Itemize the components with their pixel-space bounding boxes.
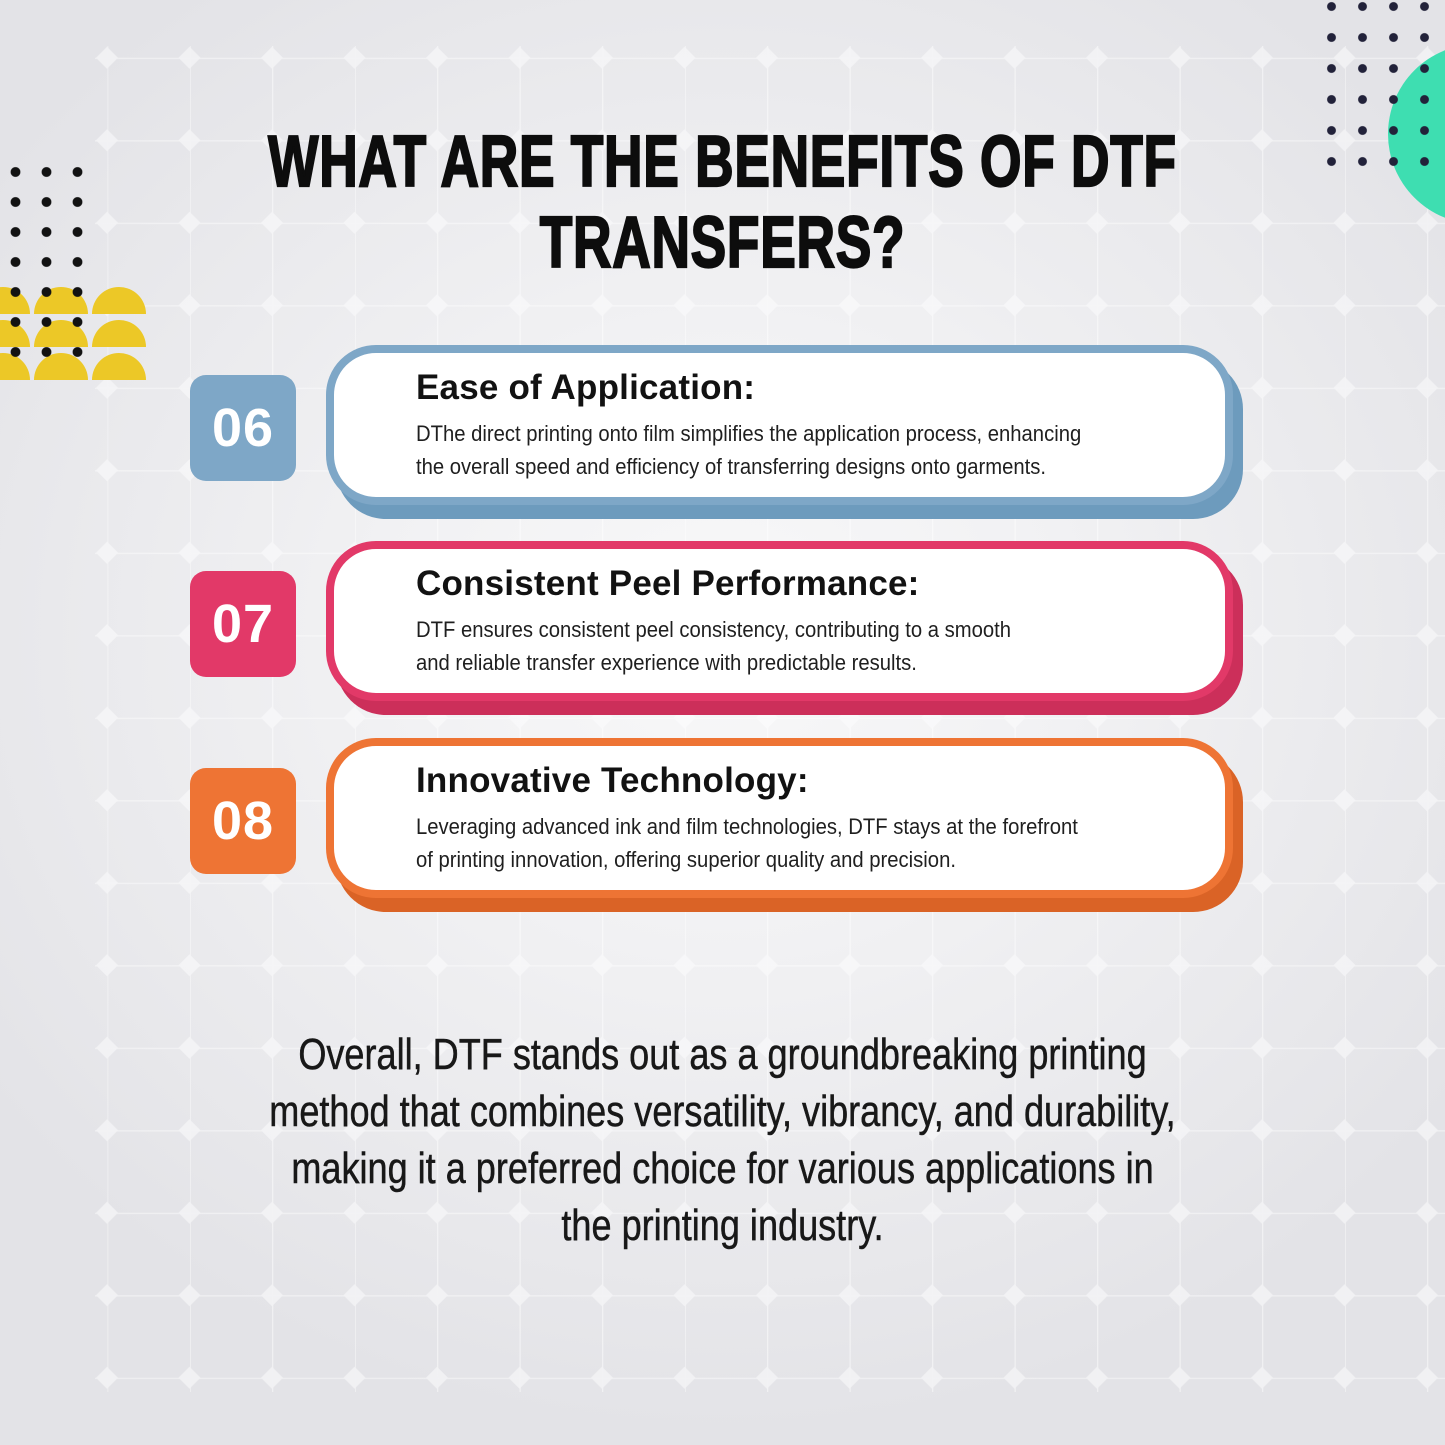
- card-body-line: the overall speed and efficiency of tran…: [416, 453, 1046, 479]
- card-heading: Consistent Peel Performance:: [416, 563, 920, 603]
- summary-paragraph: Overall, DTF stands out as a groundbreak…: [130, 1026, 1315, 1254]
- semicircle: [92, 353, 146, 380]
- card-body-line: DThe direct printing onto film simplifie…: [416, 420, 1082, 446]
- page-title: WHAT ARE THE BENEFITS OF DTF TRANSFERS?: [188, 121, 1257, 284]
- card-heading: Ease of Application:: [416, 367, 756, 407]
- navy-dot-grid-decoration: [1316, 0, 1440, 178]
- card-number: 07: [211, 594, 275, 654]
- black-dot-grid-decoration: [0, 157, 93, 369]
- benefit-row-06: 06 Ease of Application: DThe direct prin…: [190, 345, 1233, 505]
- summary-line: the printing industry.: [561, 1201, 884, 1251]
- card-body-line: and reliable transfer experience with pr…: [416, 649, 917, 675]
- card-number-badge: 07: [190, 571, 296, 677]
- card-body-line: Leveraging advanced ink and film technol…: [416, 813, 1078, 839]
- benefit-row-08: 08 Innovative Technology: Leveraging adv…: [190, 738, 1233, 898]
- summary-line: making it a preferred choice for various…: [291, 1144, 1154, 1194]
- card-body: DThe direct printing onto film simplifie…: [416, 417, 1117, 483]
- summary-line: method that combines versatility, vibran…: [269, 1087, 1176, 1137]
- card-body: DTF ensures consistent peel consistency,…: [416, 613, 1117, 679]
- card-number: 08: [211, 791, 275, 851]
- semicircle: [92, 287, 146, 314]
- benefit-row-07: 07 Consistent Peel Performance: DTF ensu…: [190, 541, 1233, 701]
- benefit-card: Innovative Technology: Leveraging advanc…: [326, 738, 1233, 898]
- card-number-badge: 06: [190, 375, 296, 481]
- benefit-card: Consistent Peel Performance: DTF ensures…: [326, 541, 1233, 701]
- card-body-line: DTF ensures consistent peel consistency,…: [416, 616, 1012, 642]
- page-title-line-1: WHAT ARE THE BENEFITS OF DTF: [267, 121, 1177, 203]
- card-heading: Innovative Technology:: [416, 760, 809, 800]
- semicircle: [92, 320, 146, 347]
- card-body: Leveraging advanced ink and film technol…: [416, 810, 1117, 876]
- page-title-line-2: TRANSFERS?: [539, 202, 906, 284]
- card-number: 06: [211, 398, 275, 458]
- benefit-card: Ease of Application: DThe direct printin…: [326, 345, 1233, 505]
- summary-line: Overall, DTF stands out as a groundbreak…: [298, 1030, 1147, 1080]
- card-number-badge: 08: [190, 768, 296, 874]
- card-body-line: of printing innovation, offering superio…: [416, 846, 956, 872]
